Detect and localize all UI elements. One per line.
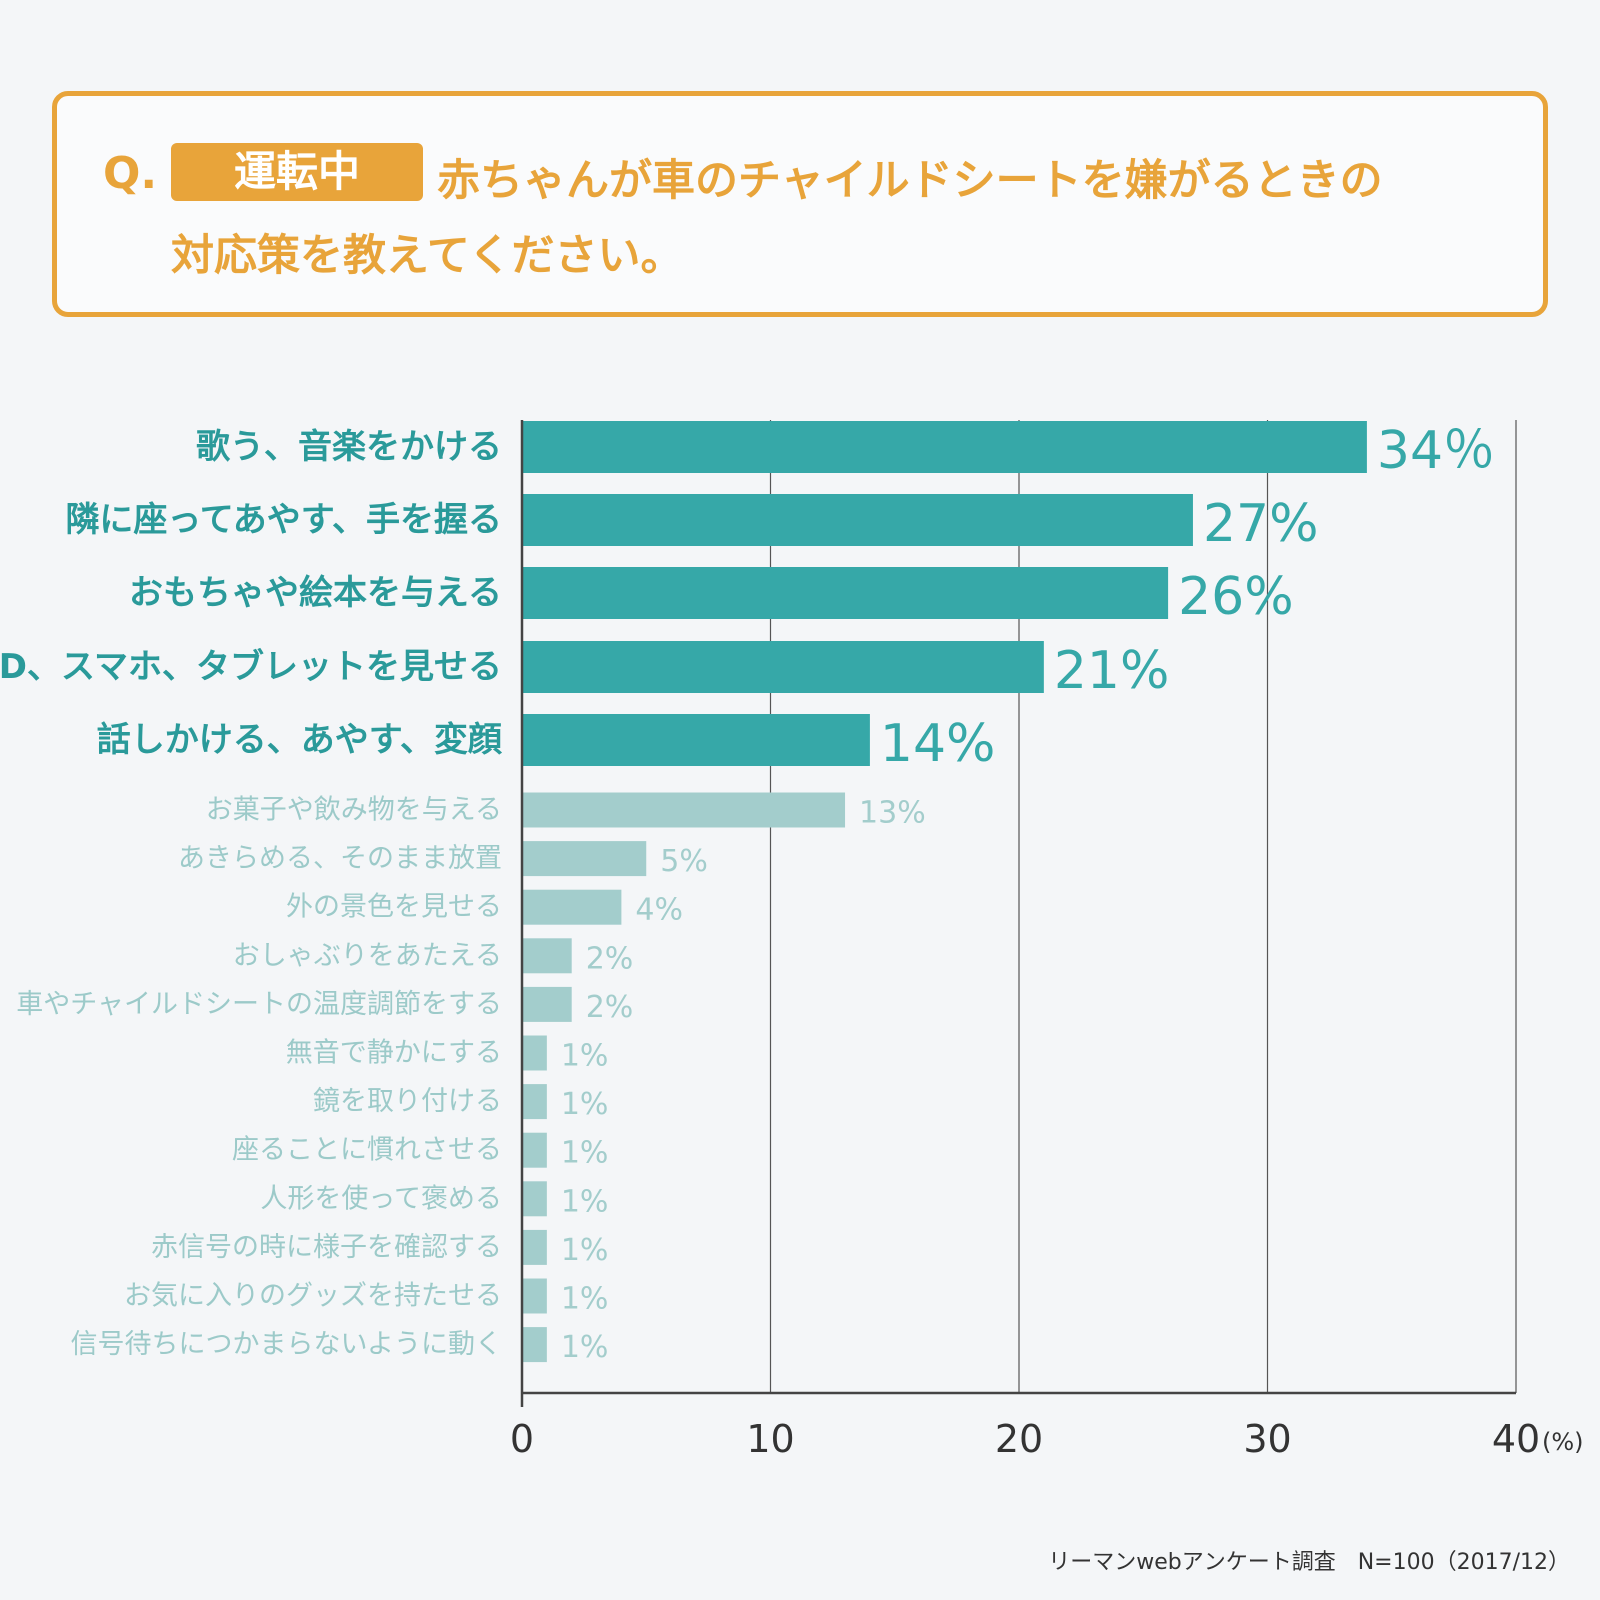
bar — [522, 1278, 547, 1314]
bar — [522, 986, 572, 1022]
bar — [522, 714, 870, 766]
question-text-line1: 赤ちゃんが車のチャイルドシートを嫌がるときの — [437, 156, 1383, 206]
value-label: 1% — [561, 1087, 609, 1122]
category-label: お気に入りのグッズを持たせる — [124, 1281, 502, 1312]
survey-source-note: リーマンwebアンケート調査 N=100（2017/12） — [1048, 1550, 1570, 1575]
bar — [522, 889, 622, 925]
category-label: 無音で静かにする — [286, 1038, 502, 1069]
question-prefix: Q. — [103, 148, 158, 199]
category-label: おもちゃや絵本を与える — [129, 573, 502, 613]
value-label: 2% — [586, 990, 634, 1025]
bar — [522, 1084, 547, 1120]
value-label: 1% — [561, 1330, 609, 1365]
x-tick-label: 30 — [1243, 1417, 1291, 1461]
value-label: 1% — [561, 1184, 609, 1219]
value-label: 27% — [1203, 494, 1319, 554]
value-label: 1% — [561, 1136, 609, 1171]
question-box: Q. 運転中 赤ちゃんが車のチャイルドシートを嫌がるときの 対応策を教えてくださ… — [52, 91, 1548, 317]
value-label: 21% — [1054, 641, 1170, 701]
category-label: 隣に座ってあやす、手を握る — [65, 500, 502, 540]
category-label: 座ることに慣れさせる — [232, 1135, 502, 1166]
value-label: 1% — [561, 1039, 609, 1074]
value-label: 34％ — [1377, 421, 1495, 481]
bar — [522, 792, 846, 828]
bar — [522, 1181, 547, 1217]
value-label: 26% — [1178, 567, 1294, 627]
category-label: 外の景色を見せる — [286, 892, 502, 923]
bar — [522, 841, 647, 877]
value-label: 1% — [561, 1282, 609, 1317]
bar — [522, 641, 1044, 693]
category-label: 信号待ちにつかまらないように動く — [71, 1329, 502, 1360]
category-label: 話しかける、あやす、変顔 — [97, 720, 502, 760]
bar — [522, 494, 1193, 546]
bar — [522, 1035, 547, 1071]
value-label: 13% — [859, 796, 926, 831]
category-label: 車やチャイルドシートの温度調節をする — [16, 989, 502, 1020]
x-tick-label: 10 — [746, 1417, 794, 1461]
bar — [522, 567, 1169, 619]
category-label: 歌う、音楽をかける — [196, 427, 502, 467]
bar — [522, 1132, 547, 1168]
category-label: 赤信号の時に様子を確認する — [151, 1232, 502, 1263]
bar — [522, 938, 572, 974]
x-tick-label: 40 — [1492, 1417, 1540, 1461]
x-axis-unit: (%) — [1542, 1428, 1584, 1456]
category-label: DVD、スマホ、タブレットを見せる — [0, 647, 502, 687]
category-label: おしゃぶりをあたえる — [233, 940, 502, 971]
value-label: 14% — [880, 714, 996, 774]
category-label: 鏡を取り付ける — [313, 1086, 502, 1117]
value-label: 2% — [586, 941, 634, 976]
category-label: お菓子や飲み物を与える — [206, 795, 502, 826]
bar — [522, 1327, 547, 1363]
question-text-line2: 対応策を教えてください。 — [171, 231, 684, 281]
x-tick-label: 0 — [510, 1417, 534, 1461]
x-tick-label: 20 — [995, 1417, 1043, 1461]
question-tag: 運転中 — [171, 143, 423, 201]
category-label: あきらめる、そのまま放置 — [178, 843, 502, 874]
value-label: 4% — [635, 893, 683, 928]
bar — [522, 421, 1367, 473]
value-label: 1% — [561, 1233, 609, 1268]
value-label: 5% — [660, 844, 708, 879]
bar — [522, 1229, 547, 1265]
category-label: 人形を使って褒める — [260, 1183, 502, 1214]
